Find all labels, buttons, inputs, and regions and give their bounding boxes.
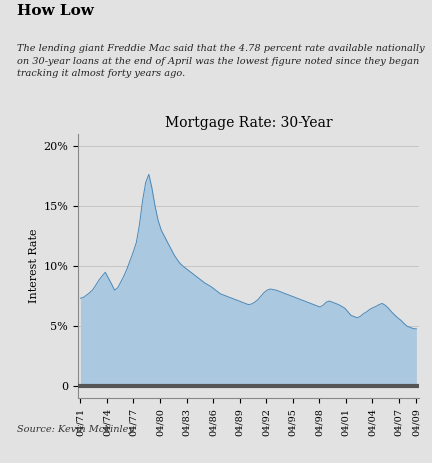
Text: Source: Kevin Mckinley: Source: Kevin Mckinley bbox=[17, 425, 134, 434]
Y-axis label: Interest Rate: Interest Rate bbox=[29, 229, 39, 303]
Title: Mortgage Rate: 30-Year: Mortgage Rate: 30-Year bbox=[165, 116, 332, 130]
Text: How Low: How Low bbox=[17, 4, 94, 18]
Text: The lending giant Freddie Mac said that the 4.78 percent rate available national: The lending giant Freddie Mac said that … bbox=[17, 44, 425, 78]
